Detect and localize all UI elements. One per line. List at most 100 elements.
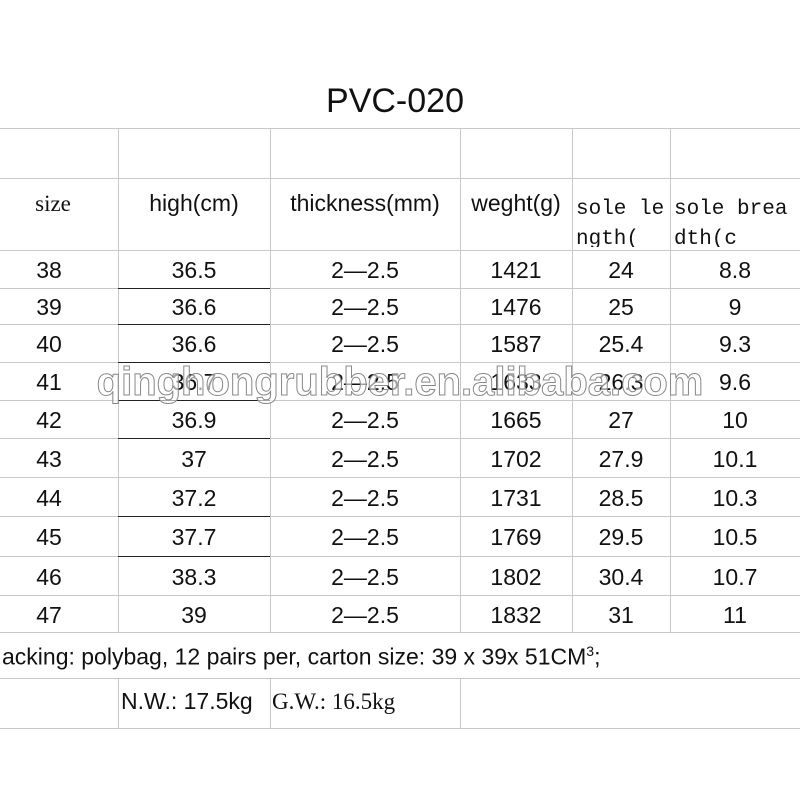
table-cell: 30.4 xyxy=(598,563,644,590)
grid-line xyxy=(118,128,119,632)
packing-line: acking: polybag, 12 pairs per, carton si… xyxy=(2,644,600,669)
table-cell: 27.9 xyxy=(598,445,644,472)
title: PVC-020 xyxy=(326,82,464,120)
table-cell: 10 xyxy=(722,407,748,433)
grid-line xyxy=(572,128,573,632)
table-cell: 2—2.5 xyxy=(331,369,399,395)
table-cell: 2—2.5 xyxy=(331,445,399,472)
header-cell: sole breadth(c xyxy=(674,198,788,247)
table-cell: 36.6 xyxy=(171,294,217,320)
table-cell: 40 xyxy=(36,331,62,357)
cell-border xyxy=(118,400,270,401)
header-cell: high(cm) xyxy=(149,190,239,216)
table-cell: 36.6 xyxy=(171,331,217,357)
table-cell: 1665 xyxy=(490,407,542,433)
table-cell: 10.1 xyxy=(712,445,758,472)
grid-line xyxy=(0,728,800,729)
table-cell: 47 xyxy=(36,601,62,628)
table-cell: 10.7 xyxy=(712,563,758,590)
table-cell: 10.5 xyxy=(712,524,758,550)
table-cell: 46 xyxy=(36,563,62,590)
watermark: qinghongrubber.en.alibaba.com xyxy=(96,360,704,404)
table-cell: 1587 xyxy=(490,331,542,357)
grid-line xyxy=(0,678,800,679)
packing-sup: 3 xyxy=(586,643,595,659)
table-cell: 2—2.5 xyxy=(331,257,399,283)
table-cell: 36.9 xyxy=(171,407,217,433)
table-cell: 24 xyxy=(608,257,634,283)
cell-border xyxy=(118,438,270,439)
table-cell: 1832 xyxy=(490,601,542,628)
table-cell: 36.5 xyxy=(171,257,217,283)
table-cell: 26.3 xyxy=(598,369,644,395)
table-cell: 38.3 xyxy=(171,563,217,590)
header-cell: sole length( xyxy=(576,198,665,247)
grid-line xyxy=(0,362,800,363)
net-weight: N.W.: 17.5kg xyxy=(121,688,253,714)
table-cell: 1802 xyxy=(490,563,542,590)
table-cell: 25.4 xyxy=(598,331,644,357)
table-cell: 37.2 xyxy=(171,484,217,511)
table-cell: 28.5 xyxy=(598,484,644,511)
grid-line xyxy=(0,288,800,289)
grid-line xyxy=(460,678,461,728)
table-cell: 2—2.5 xyxy=(331,484,399,511)
grid-line xyxy=(0,632,800,633)
table-cell: 44 xyxy=(36,484,62,511)
packing-text: acking: polybag, 12 pairs per, carton si… xyxy=(2,643,587,670)
grid-line xyxy=(460,128,461,632)
grid-line xyxy=(0,128,800,129)
table-cell: 45 xyxy=(36,524,62,550)
cell-border xyxy=(118,324,270,325)
grid-line xyxy=(0,178,800,179)
table-cell: 38 xyxy=(36,257,62,283)
grid-line xyxy=(670,128,671,632)
table-cell: 8.8 xyxy=(719,257,751,283)
table-cell: 31 xyxy=(608,601,634,628)
table-cell: 9.6 xyxy=(719,369,751,395)
grid-line xyxy=(0,595,800,596)
grid-line xyxy=(0,477,800,478)
grid-line xyxy=(0,556,800,557)
table-cell: 1769 xyxy=(490,524,542,550)
header-cell: weght(g) xyxy=(471,190,561,216)
table-cell: 25 xyxy=(608,294,634,320)
table-cell: 2—2.5 xyxy=(331,407,399,433)
cell-border xyxy=(118,362,270,363)
table-cell: 2—2.5 xyxy=(331,331,399,357)
packing-end: ; xyxy=(594,643,601,670)
table-cell: 37.7 xyxy=(171,524,217,550)
table-cell: 10.3 xyxy=(712,484,758,511)
table-cell: 2—2.5 xyxy=(331,294,399,320)
cell-border xyxy=(118,516,270,517)
table-cell: 2—2.5 xyxy=(331,563,399,590)
table-cell: 11 xyxy=(723,601,747,628)
cell-border xyxy=(118,288,270,289)
table-cell: 43 xyxy=(36,445,62,472)
header-cell: thickness(mm) xyxy=(290,190,440,216)
grid-line xyxy=(0,324,800,325)
grid-line xyxy=(270,128,271,632)
grid-line xyxy=(0,400,800,401)
table-cell: 27 xyxy=(608,407,634,433)
grid-line xyxy=(118,678,119,728)
table-cell: 9.3 xyxy=(719,331,751,357)
grid-line xyxy=(0,438,800,439)
table-cell: 39 xyxy=(36,294,62,320)
cell-border xyxy=(118,556,270,557)
table-cell: 9 xyxy=(728,294,742,320)
table-cell: 1421 xyxy=(490,257,542,283)
grid-line xyxy=(0,250,800,251)
table-cell: 42 xyxy=(36,407,62,433)
grid-line xyxy=(0,516,800,517)
table-cell: 1633 xyxy=(490,369,542,395)
table-cell: 37 xyxy=(181,445,207,472)
table-cell: 1476 xyxy=(490,294,542,320)
table-cell: 41 xyxy=(36,369,62,395)
grid-line xyxy=(270,678,271,728)
table-cell: 2—2.5 xyxy=(331,601,399,628)
header-cell: size xyxy=(35,191,71,216)
gross-weight: G.W.: 16.5kg xyxy=(272,689,396,714)
table-cell: 1702 xyxy=(490,445,542,472)
